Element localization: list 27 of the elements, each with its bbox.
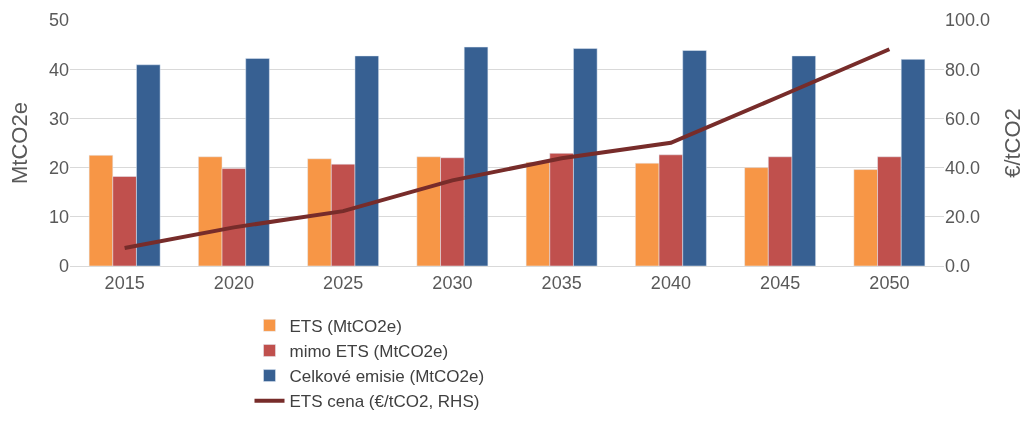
x-tick-label: 2020 xyxy=(213,272,254,293)
x-tick-label: 2030 xyxy=(432,272,473,293)
y-tick-label: 10 xyxy=(48,207,69,228)
y2-tick-label: 40.0 xyxy=(945,157,981,178)
x-tick-label: 2040 xyxy=(650,272,691,293)
y2-axis-title: €/tCO2 xyxy=(999,108,1025,178)
y-axis-title: MtCO2e xyxy=(6,102,32,184)
x-tick-label: 2015 xyxy=(104,272,145,293)
y2-tick-label: 60.0 xyxy=(945,108,981,129)
x-tick-label: 2045 xyxy=(760,272,801,293)
y-tick-label: 0 xyxy=(58,256,69,277)
legend-label: ETS cena (€/tCO2, RHS) xyxy=(289,392,480,412)
x-tick-label: 2025 xyxy=(323,272,364,293)
legend-label: ETS (MtCO2e) xyxy=(289,317,402,336)
legend-label: Celkové emisie (MtCO2e) xyxy=(289,367,485,387)
y2-tick-label: 100.0 xyxy=(945,10,991,31)
y2-tick-label: 0.0 xyxy=(945,256,971,277)
y-tick-label: 20 xyxy=(48,157,69,178)
line-series xyxy=(122,47,892,251)
y-tick-label: 40 xyxy=(48,59,69,80)
y-tick-label: 30 xyxy=(48,108,69,129)
x-tick-label: 2050 xyxy=(869,272,910,293)
y-tick-label: 50 xyxy=(48,10,69,31)
y2-tick-label: 20.0 xyxy=(945,207,981,228)
y2-tick-label: 80.0 xyxy=(945,59,981,80)
x-tick-label: 2035 xyxy=(541,272,582,293)
legend-label: mimo ETS (MtCO2e) xyxy=(289,342,449,362)
